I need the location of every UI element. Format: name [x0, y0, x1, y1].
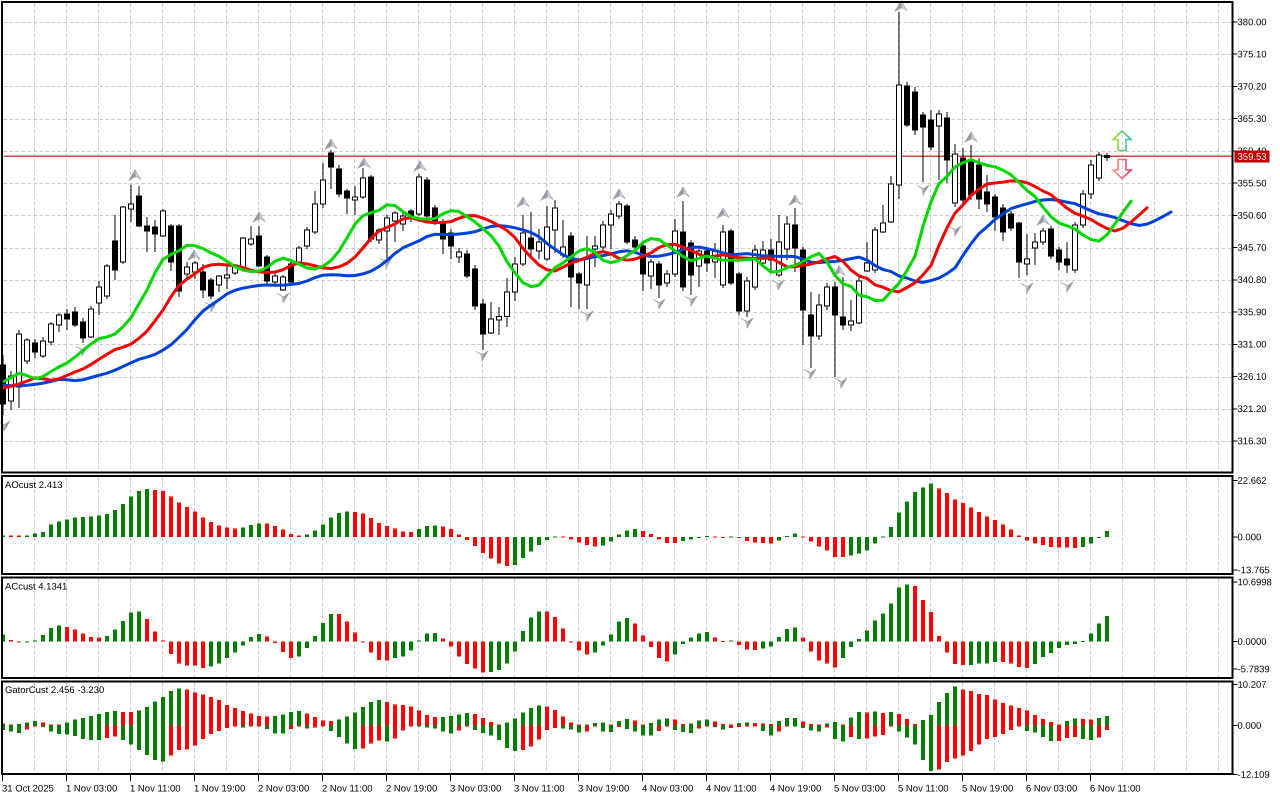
svg-text:1 Nov 03:00: 1 Nov 03:00 — [66, 784, 117, 795]
svg-text:3 Nov 19:00: 3 Nov 19:00 — [578, 784, 629, 795]
svg-text:10.207: 10.207 — [1237, 680, 1266, 691]
svg-text:0.000: 0.000 — [1237, 721, 1261, 732]
svg-text:321.20: 321.20 — [1237, 404, 1266, 415]
svg-text:340.80: 340.80 — [1237, 275, 1266, 286]
svg-text:370.20: 370.20 — [1237, 82, 1266, 93]
svg-text:1 Nov 19:00: 1 Nov 19:00 — [194, 784, 245, 795]
svg-text:10.6998: 10.6998 — [1237, 577, 1271, 588]
svg-text:365.30: 365.30 — [1237, 114, 1266, 125]
svg-text:2 Nov 11:00: 2 Nov 11:00 — [322, 784, 373, 795]
svg-text:3 Nov 03:00: 3 Nov 03:00 — [450, 784, 501, 795]
svg-text:326.10: 326.10 — [1237, 372, 1266, 383]
svg-text:350.60: 350.60 — [1237, 211, 1266, 222]
svg-text:5 Nov 03:00: 5 Nov 03:00 — [834, 784, 885, 795]
svg-text:359.53: 359.53 — [1237, 152, 1266, 163]
svg-text:375.10: 375.10 — [1237, 49, 1266, 60]
svg-text:4 Nov 03:00: 4 Nov 03:00 — [642, 784, 693, 795]
svg-text:6 Nov 03:00: 6 Nov 03:00 — [1026, 784, 1077, 795]
svg-text:2 Nov 03:00: 2 Nov 03:00 — [258, 784, 309, 795]
svg-text:22.662: 22.662 — [1237, 476, 1266, 487]
svg-text:6 Nov 11:00: 6 Nov 11:00 — [1090, 784, 1141, 795]
svg-text:5 Nov 11:00: 5 Nov 11:00 — [898, 784, 949, 795]
svg-text:5 Nov 19:00: 5 Nov 19:00 — [962, 784, 1013, 795]
svg-text:GatorCust 2.456 -3.230: GatorCust 2.456 -3.230 — [5, 685, 104, 696]
svg-text:-13.765: -13.765 — [1237, 565, 1269, 576]
svg-text:31 Oct 2025: 31 Oct 2025 — [2, 784, 54, 795]
svg-text:355.50: 355.50 — [1237, 178, 1266, 189]
svg-text:-5.7839: -5.7839 — [1237, 664, 1269, 675]
svg-text:4 Nov 11:00: 4 Nov 11:00 — [706, 784, 757, 795]
svg-text:1 Nov 11:00: 1 Nov 11:00 — [130, 784, 181, 795]
svg-text:331.00: 331.00 — [1237, 340, 1266, 351]
svg-text:345.70: 345.70 — [1237, 243, 1266, 254]
svg-text:-12.109: -12.109 — [1237, 770, 1269, 781]
svg-text:4 Nov 19:00: 4 Nov 19:00 — [770, 784, 821, 795]
svg-text:ACcust 4.1341: ACcust 4.1341 — [5, 582, 67, 593]
svg-text:380.00: 380.00 — [1237, 17, 1266, 28]
svg-text:335.90: 335.90 — [1237, 307, 1266, 318]
svg-text:0.0000: 0.0000 — [1237, 637, 1266, 648]
svg-text:AOcust 2.413: AOcust 2.413 — [5, 480, 63, 491]
svg-text:316.30: 316.30 — [1237, 436, 1266, 447]
svg-text:2 Nov 19:00: 2 Nov 19:00 — [386, 784, 437, 795]
svg-text:3 Nov 11:00: 3 Nov 11:00 — [514, 784, 565, 795]
svg-text:0.000: 0.000 — [1237, 532, 1261, 543]
